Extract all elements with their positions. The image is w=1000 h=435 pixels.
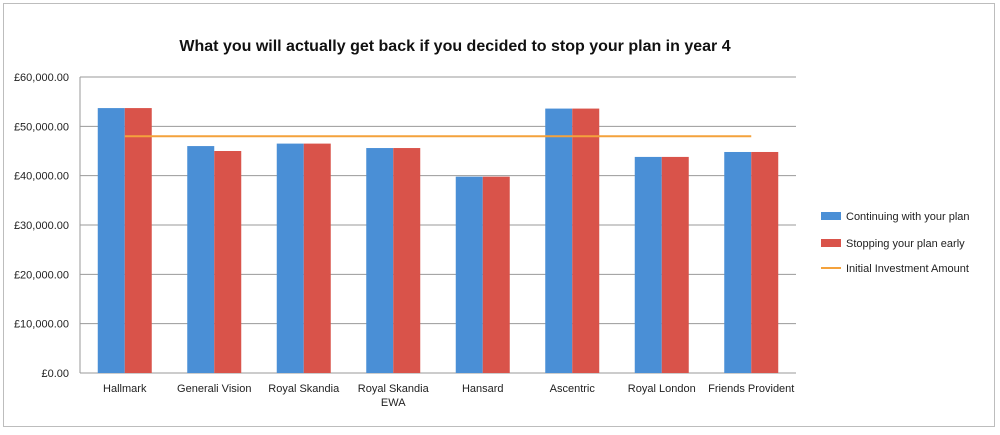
bar-stopping (124, 108, 152, 373)
bar-continuing (366, 148, 394, 373)
bar-stopping (393, 148, 421, 373)
x-tick-label: Royal Skandia (268, 383, 340, 395)
x-tick-label: EWA (381, 397, 406, 409)
legend-swatch (821, 239, 841, 247)
bar-continuing (724, 151, 752, 373)
legend-label: Stopping your plan early (846, 238, 965, 250)
legend: Continuing with your plan Stopping your p… (821, 211, 970, 275)
bar-continuing (97, 108, 125, 373)
x-tick-label: Hallmark (103, 383, 147, 395)
y-tick-label: £10,000.00 (14, 319, 69, 331)
y-tick-label: £0.00 (41, 368, 69, 380)
x-tick-label: Royal London (628, 383, 696, 395)
chart-title: What you will actually get back if you d… (179, 38, 731, 55)
bar-stopping (214, 151, 242, 373)
bars (97, 108, 779, 373)
legend-label: Continuing with your plan (846, 211, 970, 223)
x-axis: Hallmark Generali Vision Royal Skandia Roya… (103, 383, 794, 409)
x-tick-label: Ascentric (550, 383, 596, 395)
y-tick-label: £40,000.00 (14, 171, 69, 183)
x-tick-label: Royal Skandia (358, 383, 430, 395)
y-tick-label: £50,000.00 (14, 121, 69, 133)
bar-stopping (572, 108, 600, 373)
y-tick-label: £30,000.00 (14, 220, 69, 232)
bar-continuing (187, 146, 215, 373)
bar-continuing (545, 108, 573, 373)
bar-stopping (661, 156, 689, 373)
legend-label: Initial Investment Amount (846, 263, 969, 275)
y-axis: £0.00 £10,000.00 £20,000.00 £30,000.00 £40,0… (14, 72, 81, 380)
x-tick-label: Friends Provident (708, 383, 794, 395)
bar-continuing (455, 176, 483, 373)
x-tick-label: Hansard (462, 383, 504, 395)
bar-stopping (303, 143, 331, 373)
bar-stopping (482, 176, 510, 373)
legend-swatch (821, 212, 841, 220)
x-tick-label: Generali Vision (177, 383, 251, 395)
y-tick-label: £60,000.00 (14, 72, 69, 84)
bar-continuing (634, 156, 662, 373)
y-tick-label: £20,000.00 (14, 269, 69, 281)
bar-continuing (276, 143, 304, 373)
bar-stopping (751, 151, 779, 373)
